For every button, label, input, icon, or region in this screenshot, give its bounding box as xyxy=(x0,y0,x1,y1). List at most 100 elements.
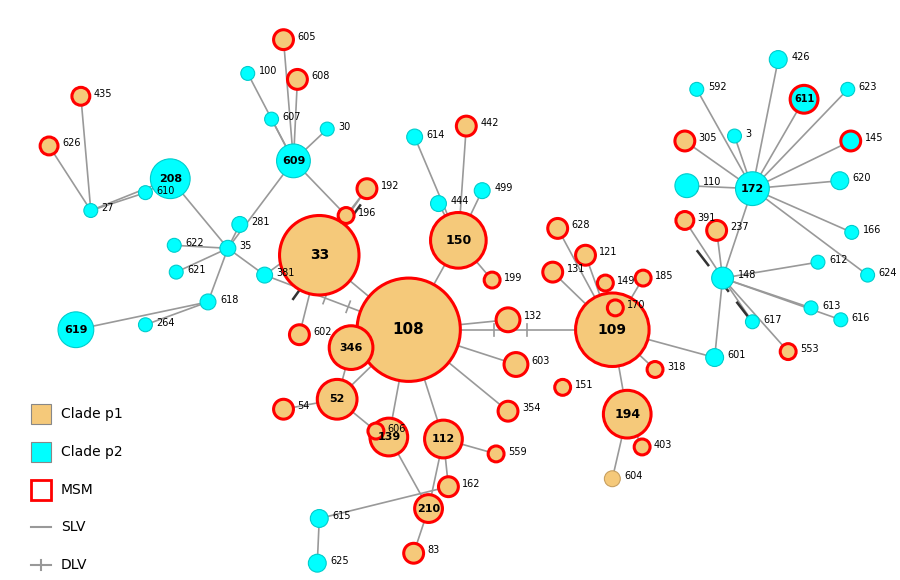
Circle shape xyxy=(845,226,859,240)
Text: 148: 148 xyxy=(737,270,756,280)
Circle shape xyxy=(496,308,520,332)
Circle shape xyxy=(676,212,694,230)
Circle shape xyxy=(58,312,94,347)
Circle shape xyxy=(484,272,500,288)
Text: 615: 615 xyxy=(332,511,351,521)
Circle shape xyxy=(407,129,423,145)
Text: 264: 264 xyxy=(157,318,175,328)
Text: 626: 626 xyxy=(62,138,80,148)
Circle shape xyxy=(276,144,310,177)
Bar xyxy=(32,404,51,424)
Circle shape xyxy=(689,82,704,96)
Text: 131: 131 xyxy=(567,264,585,274)
Text: 100: 100 xyxy=(258,66,277,77)
Text: 623: 623 xyxy=(859,82,877,92)
Text: 172: 172 xyxy=(741,184,764,194)
Text: 145: 145 xyxy=(865,133,883,143)
Text: 403: 403 xyxy=(654,440,672,450)
Text: 609: 609 xyxy=(282,156,305,166)
Circle shape xyxy=(274,30,293,50)
Circle shape xyxy=(150,159,190,198)
Text: 611: 611 xyxy=(794,95,814,104)
Text: 162: 162 xyxy=(463,478,481,489)
Text: 604: 604 xyxy=(625,472,643,481)
Circle shape xyxy=(804,301,818,315)
Circle shape xyxy=(310,510,328,527)
Text: 30: 30 xyxy=(338,122,350,132)
Circle shape xyxy=(598,275,613,291)
Text: 199: 199 xyxy=(504,273,522,282)
Text: 381: 381 xyxy=(276,268,295,278)
Circle shape xyxy=(675,131,695,151)
Text: 33: 33 xyxy=(310,248,328,262)
Circle shape xyxy=(647,361,663,378)
Text: 346: 346 xyxy=(339,343,363,353)
Bar xyxy=(32,442,51,462)
Circle shape xyxy=(603,390,651,438)
Text: 196: 196 xyxy=(358,208,376,218)
Circle shape xyxy=(576,245,596,265)
Text: 559: 559 xyxy=(508,447,526,456)
Text: 601: 601 xyxy=(727,350,746,360)
Circle shape xyxy=(727,129,742,143)
Circle shape xyxy=(438,477,458,496)
Circle shape xyxy=(320,122,334,136)
Circle shape xyxy=(735,172,770,205)
Circle shape xyxy=(274,399,293,419)
Circle shape xyxy=(329,326,373,369)
Text: 208: 208 xyxy=(158,174,182,184)
Circle shape xyxy=(265,112,278,126)
Circle shape xyxy=(357,179,377,198)
Text: 121: 121 xyxy=(599,247,618,258)
Text: 621: 621 xyxy=(187,265,206,275)
Circle shape xyxy=(241,67,255,81)
Circle shape xyxy=(415,495,443,523)
Text: 628: 628 xyxy=(572,220,590,230)
Circle shape xyxy=(831,172,849,190)
Text: DLV: DLV xyxy=(61,558,87,572)
Text: SLV: SLV xyxy=(61,520,86,534)
Circle shape xyxy=(605,471,620,487)
Circle shape xyxy=(675,174,698,198)
Text: 52: 52 xyxy=(329,394,345,404)
Text: 112: 112 xyxy=(432,434,455,444)
Text: 110: 110 xyxy=(703,177,721,187)
Circle shape xyxy=(139,318,152,332)
Text: 622: 622 xyxy=(185,238,203,248)
Text: 608: 608 xyxy=(311,71,329,81)
Text: 27: 27 xyxy=(102,204,114,213)
Text: 192: 192 xyxy=(381,181,400,191)
Text: 605: 605 xyxy=(297,32,316,42)
Text: 619: 619 xyxy=(64,325,87,335)
Circle shape xyxy=(706,220,726,240)
Text: 613: 613 xyxy=(822,301,841,311)
Circle shape xyxy=(318,379,357,419)
Circle shape xyxy=(220,240,236,256)
Text: 54: 54 xyxy=(297,401,310,411)
Text: 614: 614 xyxy=(427,130,445,140)
Text: Clade p2: Clade p2 xyxy=(61,445,122,459)
Circle shape xyxy=(770,50,788,68)
Text: 149: 149 xyxy=(617,276,635,286)
Circle shape xyxy=(290,325,310,345)
Circle shape xyxy=(860,268,875,282)
Circle shape xyxy=(498,401,518,421)
Text: 444: 444 xyxy=(450,196,469,206)
Text: 617: 617 xyxy=(763,315,782,325)
Text: 606: 606 xyxy=(388,423,406,434)
Text: 132: 132 xyxy=(524,311,543,321)
Text: 305: 305 xyxy=(698,133,717,143)
Circle shape xyxy=(790,85,818,113)
Circle shape xyxy=(430,212,486,268)
Text: 616: 616 xyxy=(851,313,870,322)
Circle shape xyxy=(504,353,528,376)
Text: 151: 151 xyxy=(574,380,593,390)
Circle shape xyxy=(287,70,308,89)
Text: 185: 185 xyxy=(655,271,673,281)
Circle shape xyxy=(232,216,248,233)
Circle shape xyxy=(338,208,354,223)
Text: 139: 139 xyxy=(377,432,400,442)
Text: 194: 194 xyxy=(614,408,640,420)
Circle shape xyxy=(256,267,273,283)
Text: 603: 603 xyxy=(532,356,550,366)
